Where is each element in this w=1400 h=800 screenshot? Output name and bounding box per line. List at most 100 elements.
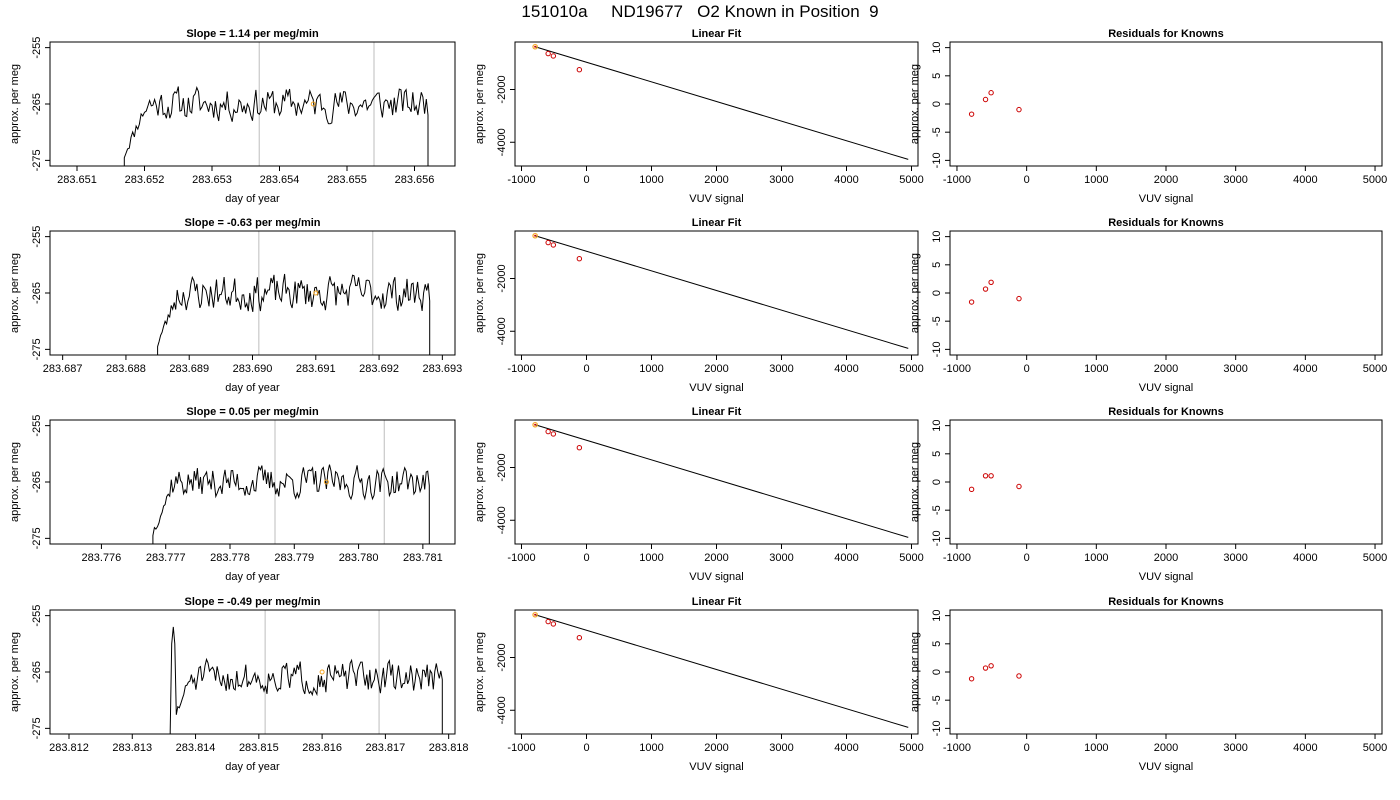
- fit-line: [535, 235, 909, 349]
- y-tick-label: -275: [31, 338, 43, 360]
- panel-2-3: Residuals for Knowns -1000 0 1000 2000 3000 40…: [909, 217, 1387, 394]
- x-tick-label: 1000: [1084, 174, 1108, 186]
- panel-1-3: Residuals for Knowns -1000 0 1000 2000 3000 40…: [909, 28, 1387, 205]
- x-tick-label: 1000: [1084, 552, 1108, 564]
- x-tick-label: -1000: [507, 363, 535, 375]
- y-tick-label: -4000: [496, 506, 508, 534]
- x-tick-label: 2000: [1154, 363, 1178, 375]
- x-axis-label: VUV signal: [1139, 761, 1193, 773]
- y-tick-label: -275: [31, 717, 43, 739]
- x-axis-label: VUV signal: [689, 571, 743, 583]
- plot-area: [532, 421, 909, 538]
- x-tick-label: 283.813: [112, 742, 152, 754]
- x-tick-label: 4000: [834, 363, 858, 375]
- panel-3-2: Linear Fit -1000 0 1000 2000 3000 4000 5000 -200…: [474, 406, 924, 583]
- y-tick-label: -275: [31, 527, 43, 549]
- x-axis-label: VUV signal: [1139, 193, 1193, 205]
- panel-3-3: Residuals for Knowns -1000 0 1000 2000 3000 40…: [909, 406, 1387, 583]
- panel-2-1: Slope = -0.63 per meg/min 283.687 283.688 2…: [9, 217, 462, 394]
- plot-frame: [514, 230, 919, 356]
- x-tick-label: 283.689: [169, 363, 209, 375]
- x-axis-label: VUV signal: [689, 382, 743, 394]
- data-point: [576, 445, 583, 451]
- y-axis-label: approx. per meg: [909, 253, 921, 333]
- highlight-center: [534, 45, 537, 48]
- data-point: [576, 67, 583, 73]
- x-tick-label: 283.814: [176, 742, 216, 754]
- x-tick-label: -1000: [507, 742, 535, 754]
- x-tick-label: 283.817: [366, 742, 406, 754]
- y-tick-label: -10: [931, 720, 943, 736]
- x-tick-label: 4000: [1293, 742, 1317, 754]
- x-tick-label: 3000: [1223, 363, 1247, 375]
- data-point: [988, 473, 994, 479]
- x-tick-label: 283.816: [302, 742, 342, 754]
- highlight-point: [532, 43, 538, 50]
- x-tick-label: 0: [1024, 174, 1030, 186]
- y-tick-label: -2000: [496, 643, 508, 671]
- x-tick-label: 1000: [1084, 363, 1108, 375]
- plot-area: [968, 279, 1022, 305]
- x-tick-label: 5000: [899, 174, 923, 186]
- y-tick-label: -255: [31, 415, 43, 437]
- x-tick-label: -1000: [507, 552, 535, 564]
- y-tick-label: -265: [31, 661, 43, 683]
- data-point: [550, 431, 557, 437]
- y-tick-label: -2000: [496, 75, 508, 103]
- plot-area: [152, 420, 430, 544]
- x-tick-label: 5000: [1363, 174, 1387, 186]
- x-tick-label: 2000: [704, 174, 728, 186]
- y-tick-label: -5: [931, 695, 943, 705]
- x-tick-label: 3000: [769, 363, 793, 375]
- x-tick-label: 2000: [1154, 174, 1178, 186]
- x-tick-label: 1000: [1084, 742, 1108, 754]
- x-tick-label: 283.779: [274, 552, 314, 564]
- y-axis-label: approx. per meg: [909, 64, 921, 144]
- x-tick-label: 4000: [1293, 363, 1317, 375]
- panel-title: Linear Fit: [692, 596, 742, 608]
- x-tick-label: -1000: [943, 363, 971, 375]
- x-tick-label: 283.776: [82, 552, 122, 564]
- panel-4-3: Residuals for Knowns -1000 0 1000 2000 3000 40…: [909, 596, 1387, 773]
- x-axis-label: day of year: [225, 761, 280, 773]
- y-axis-label: approx. per meg: [474, 64, 486, 144]
- x-tick-label: 4000: [1293, 552, 1317, 564]
- y-tick-label: 0: [931, 101, 943, 107]
- highlight-center: [534, 234, 537, 237]
- y-tick-label: -5: [931, 127, 943, 137]
- series-line: [152, 464, 430, 544]
- x-tick-label: -1000: [943, 552, 971, 564]
- x-tick-label: 2000: [1154, 552, 1178, 564]
- x-tick-label: 283.812: [49, 742, 89, 754]
- x-tick-label: 283.778: [210, 552, 250, 564]
- x-tick-label: 0: [1024, 552, 1030, 564]
- fit-line: [535, 46, 909, 160]
- x-axis-label: day of year: [225, 571, 280, 583]
- x-tick-label: 1000: [639, 174, 663, 186]
- plot-frame: [949, 41, 1383, 167]
- series-line: [123, 86, 429, 166]
- x-tick-label: 1000: [639, 742, 663, 754]
- y-tick-label: 5: [931, 73, 943, 79]
- data-point: [968, 111, 975, 117]
- y-tick-label: 0: [931, 290, 943, 296]
- panel-title: Linear Fit: [692, 28, 742, 40]
- x-tick-label: 283.655: [327, 174, 367, 186]
- panel-title: Residuals for Knowns: [1108, 217, 1224, 229]
- data-point: [545, 428, 551, 435]
- panel-title: Slope = -0.49 per meg/min: [184, 596, 320, 608]
- panel-title: Residuals for Knowns: [1108, 596, 1224, 608]
- plot-frame: [949, 609, 1383, 735]
- x-tick-label: 4000: [1293, 174, 1317, 186]
- panel-1-1: Slope = 1.14 per meg/min 283.651 283.652 28…: [9, 28, 456, 205]
- panel-title: Slope = 1.14 per meg/min: [186, 28, 319, 40]
- x-tick-label: 283.651: [57, 174, 97, 186]
- x-axis-label: VUV signal: [1139, 571, 1193, 583]
- x-tick-label: 283.777: [146, 552, 186, 564]
- y-axis-label: approx. per meg: [9, 64, 21, 144]
- y-tick-label: -255: [31, 37, 43, 59]
- plot-frame: [949, 419, 1383, 545]
- panel-4-2: Linear Fit -1000 0 1000 2000 3000 4000 5000 -200…: [474, 596, 924, 773]
- data-point: [1016, 673, 1022, 679]
- y-axis-label: approx. per meg: [9, 632, 21, 712]
